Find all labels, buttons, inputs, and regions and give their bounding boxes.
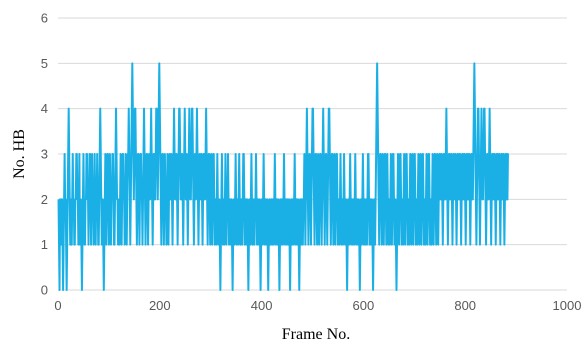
x-tick-label-4: 800 [454,298,476,313]
series-line-0 [57,62,509,291]
y-tick-label-4: 4 [41,101,48,116]
x-axis-title: Frame No. [282,326,350,343]
y-tick-label-1: 1 [41,237,48,252]
y-tick-label-6: 6 [41,11,48,26]
y-tick-label-0: 0 [41,283,48,298]
x-tick-labels: 0 200 400 600 800 1000 [54,298,581,313]
series-group [57,62,509,291]
y-tick-label-3: 3 [41,147,48,162]
y-tick-labels: 0 1 2 3 4 5 6 [41,11,48,298]
y-tick-label-2: 2 [41,192,48,207]
y-tick-label-5: 5 [41,56,48,71]
x-tick-label-0: 0 [54,298,61,313]
x-tick-label-5: 1000 [553,298,582,313]
y-axis-title: No. HB [11,129,28,179]
x-tick-label-1: 200 [149,298,171,313]
x-tick-label-2: 400 [251,298,273,313]
x-tick-label-3: 600 [353,298,375,313]
